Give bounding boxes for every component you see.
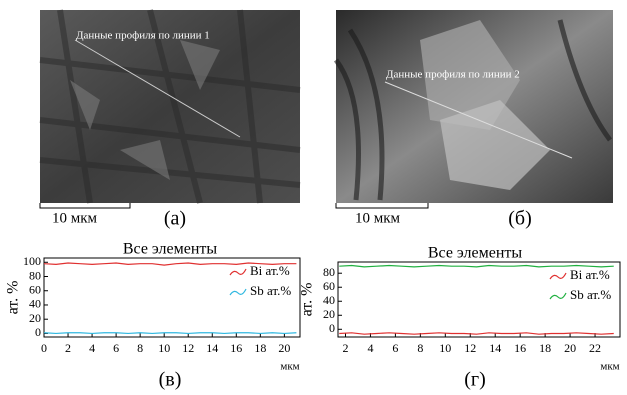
x-tick-label: 4	[367, 341, 373, 355]
annotation: Данные профиля по линии 1	[76, 30, 210, 42]
x-tick-label: 6	[392, 341, 398, 355]
x-tick-label: 14	[206, 341, 218, 355]
x-tick-label: 2	[342, 341, 348, 355]
panel-label: (а)	[164, 208, 186, 230]
x-tick-label: 22	[589, 341, 601, 355]
y-tick-label: 40	[323, 293, 335, 307]
x-tick-label: 10	[439, 341, 451, 355]
x-axis-label: мкм	[280, 361, 299, 373]
legend-swatch	[550, 273, 566, 279]
x-tick-label: 16	[514, 341, 526, 355]
chart-title: Все элементы	[428, 245, 523, 262]
y-tick-label: 40	[29, 297, 41, 311]
x-tick-label: 20	[564, 341, 576, 355]
legend-label: Sb ат.%	[570, 287, 611, 302]
y-axis-label: ат. %	[5, 281, 22, 315]
sem-image-b	[336, 10, 613, 203]
series-line	[339, 333, 614, 334]
legend-swatch	[230, 269, 246, 275]
legend-swatch	[230, 289, 246, 295]
legend-swatch	[550, 293, 566, 299]
y-tick-label: 0	[35, 325, 41, 339]
y-tick-label: 60	[29, 282, 41, 296]
x-tick-label: 18	[254, 341, 266, 355]
panel-label: (б)	[508, 208, 532, 230]
x-tick-label: 0	[41, 341, 47, 355]
x-tick-label: 14	[489, 341, 501, 355]
x-tick-label: 2	[65, 341, 71, 355]
x-tick-label: 20	[278, 341, 290, 355]
legend-label: Bi ат.%	[570, 267, 610, 282]
x-tick-label: 6	[113, 341, 119, 355]
y-tick-label: 0	[329, 321, 335, 335]
legend-label: Sb ат.%	[250, 283, 291, 298]
x-tick-label: 12	[182, 341, 194, 355]
scale-bars	[40, 203, 428, 208]
y-tick-label: 20	[323, 307, 335, 321]
y-axis-label: ат. %	[299, 283, 316, 317]
panel-label: (г)	[464, 369, 486, 390]
chart-title: Все элементы	[123, 241, 218, 258]
figure: Данные профиля по линии 1 Данные профиля…	[0, 0, 627, 390]
x-tick-label: 16	[230, 341, 242, 355]
y-tick-label: 80	[323, 265, 335, 279]
x-tick-label: 4	[89, 341, 95, 355]
scale-label: 10 мкм	[52, 210, 98, 226]
annotation: Данные профиля по линии 2	[386, 69, 520, 81]
x-tick-label: 12	[464, 341, 476, 355]
y-tick-label: 20	[29, 311, 41, 325]
x-tick-label: 8	[137, 341, 143, 355]
scale-label: 10 мкм	[355, 210, 401, 226]
x-tick-label: 18	[539, 341, 551, 355]
y-tick-label: 80	[29, 268, 41, 282]
y-tick-label: 100	[23, 254, 41, 268]
y-tick-label: 60	[323, 279, 335, 293]
x-tick-label: 8	[417, 341, 423, 355]
x-tick-label: 10	[158, 341, 170, 355]
panel-label: (в)	[159, 369, 182, 390]
series-line	[44, 333, 296, 334]
legend-label: Bi ат.%	[250, 263, 290, 278]
x-axis-label: мкм	[600, 361, 619, 373]
